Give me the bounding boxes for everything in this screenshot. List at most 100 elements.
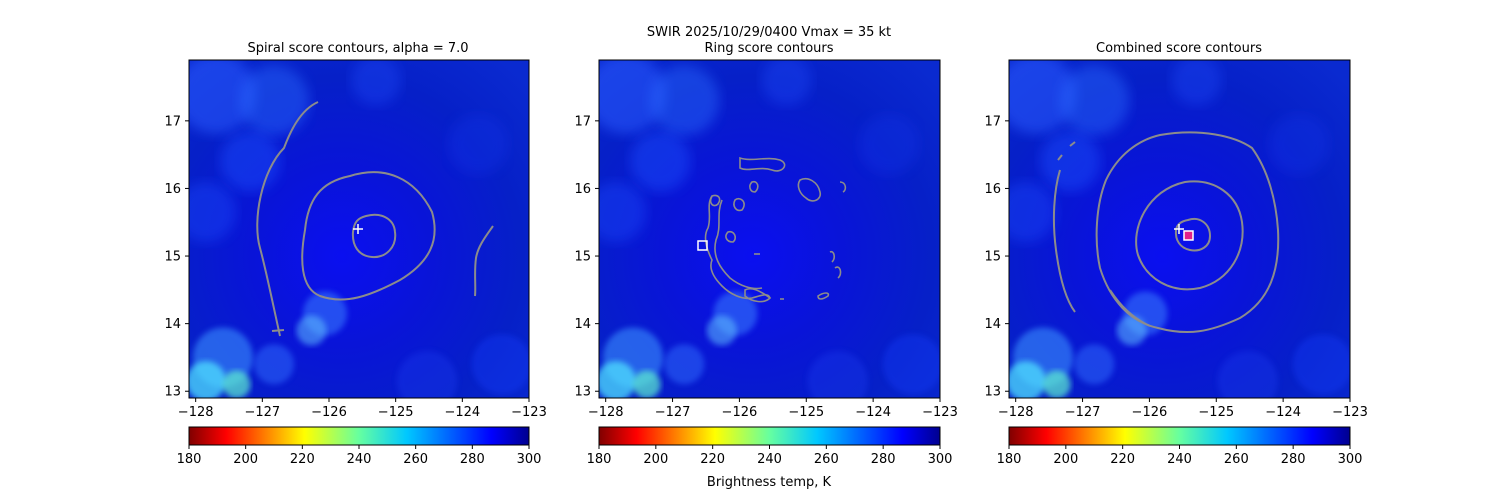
figure-suptitle: SWIR 2025/10/29/0400 Vmax = 35 kt [647,25,891,40]
cloud-patch [1009,60,1077,134]
x-tick-label: −123 [1332,405,1368,420]
cloud-patch [761,60,812,106]
contour-ring-blob4 [834,266,842,279]
colorbar-tick-label: 300 [1338,452,1363,467]
contour-ring-blob7 [733,197,745,212]
contour-ring-blob1 [797,177,822,202]
x-tick-label: −123 [922,405,958,420]
contour-ring-blob9 [725,230,736,243]
marker-plus [1174,224,1184,234]
cloud-patch [1116,315,1147,346]
cloud-patch [1268,114,1329,175]
colorbar-gradient [1008,426,1351,446]
panel-title: Spiral score contours, alpha = 7.0 [247,41,468,56]
cloud-patch [239,65,309,136]
panel-spiral: Spiral score contours, alpha = 7.0 −128 −… [164,41,546,467]
image-layers [599,60,940,398]
cloud-patch [599,361,637,398]
cloud-patch [599,60,667,134]
y-tick-label: 16 [164,182,181,197]
colorbar-tick-label: 300 [517,452,542,467]
colorbar: 180 200 220 240 260 280 300 [587,426,953,467]
cloud-patch [397,351,457,398]
contour-ring-arc-west2 [714,199,763,290]
contour-ring-arc-north [739,156,786,172]
panel-combined: Combined score contours −128 −127 −126 −125… [984,41,1367,467]
panel-title: Combined score contours [1096,41,1262,56]
y-tick-label: 15 [984,250,1001,265]
colorbar-tick-label: 220 [290,452,315,467]
y-tick-label: 14 [574,317,591,332]
colorbar-gradient [598,426,941,446]
contour-combined-left-tick [1057,154,1063,161]
x-tick-label: −124 [1265,405,1301,420]
cloud-patch [664,344,705,385]
axes-frame [188,59,530,399]
cloud-patch [807,351,868,398]
colorbar-tick-label: 280 [871,452,896,467]
contour-spiral-mid [301,171,436,301]
y-tick-label: 14 [984,317,1001,332]
cloud-patch [649,65,720,136]
x-tick-label: −126 [1132,405,1168,420]
x-tick-label: −123 [511,405,547,420]
y-tick-label: 13 [574,385,591,400]
x-tick-label: −127 [655,405,691,420]
y-tick-label: 16 [984,182,1001,197]
contour-spiral-outer [256,101,319,337]
contour-combined-left [1052,169,1076,313]
cloud-patch [630,131,691,192]
colorbar-tick-label: 180 [997,452,1022,467]
colorbar-tick-label: 200 [233,452,258,467]
colorbar-tick-label: 240 [347,452,372,467]
cloud-patch [471,334,529,395]
colorbar-tick-label: 280 [460,452,485,467]
contour-spiral-blip [271,329,285,332]
y-tick-label: 13 [984,385,1001,400]
colorbar-tick-label: 260 [403,452,428,467]
cloud-patch [1009,182,1057,243]
x-tick-label: −126 [722,405,758,420]
x-tick-label: −124 [444,405,480,420]
cloud-patch [254,344,294,385]
colorbar-gradient [188,426,530,446]
y-tick-label: 17 [164,114,181,129]
cloud-patch [599,182,647,243]
cloud-patch [189,361,226,398]
panel-ring: Ring score contours −128 −127 −126 −125 −124… [574,41,957,467]
colorbar-tick-label: 240 [1167,452,1192,467]
image-layers [1009,60,1350,398]
contour-combined-inner [1174,218,1212,252]
y-tick-label: 17 [984,114,1001,129]
contour-ring-blob5 [817,292,830,300]
cloud-patch [882,334,940,395]
cloud-patch [1040,131,1101,192]
cloud-patch [1074,344,1115,385]
x-tick-label: −126 [311,405,347,420]
satellite-image [599,60,940,398]
cloud-patch [632,370,661,398]
contour-lines [256,101,494,337]
satellite-image [1009,60,1350,398]
satellite-image [189,60,529,398]
cloud-patch [296,315,327,346]
colorbar-tick-label: 240 [757,452,782,467]
contour-spiral-inner [351,213,397,259]
contour-ring-blob6 [709,194,721,207]
cloud-patch [1042,370,1071,398]
axes-frame [598,59,941,399]
colorbar-tick-label: 260 [814,452,839,467]
contour-ring-blob3 [829,250,835,263]
axes-frame [1008,59,1351,399]
colorbar-tick-label: 220 [700,452,725,467]
cloud-patch [1217,351,1278,398]
x-tick-label: −125 [1198,405,1234,420]
cloud-patch [189,60,257,134]
x-tick-label: −125 [378,405,414,420]
colorbar-tick-label: 180 [177,452,202,467]
contour-combined-left-tick2 [1069,141,1076,147]
cloud-patch [858,114,919,175]
contour-spiral-right [474,225,494,297]
x-tick-label: −128 [588,405,624,420]
colorbar-tick-label: 300 [928,452,953,467]
